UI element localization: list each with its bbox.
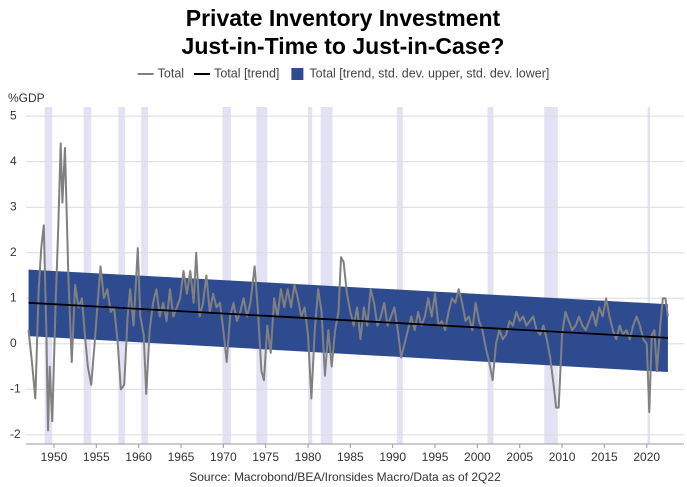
x-tick-label: 2000 bbox=[464, 450, 491, 464]
y-axis-label: %GDP bbox=[8, 91, 45, 105]
x-tick-label: 1985 bbox=[337, 450, 364, 464]
x-tick-label: 1970 bbox=[210, 450, 237, 464]
x-tick-label: 1965 bbox=[168, 450, 195, 464]
source-note: Source: Macrobond/BEA/Ironsides Macro/Da… bbox=[189, 470, 501, 484]
chart-title: Private Inventory Investment bbox=[186, 5, 501, 31]
series-line bbox=[28, 301, 668, 339]
series-line bbox=[27, 142, 669, 432]
recession-band bbox=[141, 107, 148, 444]
legend-label: Total bbox=[158, 66, 184, 80]
recession-band bbox=[256, 107, 268, 444]
legend-label: Total [trend] bbox=[214, 66, 279, 80]
recession-band bbox=[308, 107, 313, 444]
x-tick-label: 1990 bbox=[379, 450, 406, 464]
x-tick-label: 2020 bbox=[633, 450, 660, 464]
legend-label: Total [trend, std. dev. upper, std. dev.… bbox=[309, 66, 549, 80]
y-tick-label: 1 bbox=[10, 290, 17, 304]
x-tick-label: 1980 bbox=[295, 450, 322, 464]
y-tick-label: -2 bbox=[10, 427, 21, 441]
y-tick-label: 0 bbox=[10, 336, 17, 350]
y-tick-label: 3 bbox=[10, 199, 17, 213]
legend: Total Total [trend] Total [trend, std. dev… bbox=[137, 66, 549, 80]
y-tick-label: 2 bbox=[10, 245, 17, 259]
x-tick-label: 1950 bbox=[41, 450, 68, 464]
x-tick-label: 2010 bbox=[549, 450, 576, 464]
x-tick-label: 1975 bbox=[252, 450, 279, 464]
recession-band bbox=[544, 107, 558, 444]
y-tick-label: -1 bbox=[10, 382, 21, 396]
x-tick-label: 2015 bbox=[591, 450, 618, 464]
y-tick-label: 4 bbox=[10, 154, 17, 168]
x-tick-label: 1955 bbox=[83, 450, 110, 464]
legend-swatch bbox=[291, 68, 304, 80]
recession-band bbox=[647, 107, 651, 444]
recession-band bbox=[396, 107, 403, 444]
x-tick-label: 1995 bbox=[422, 450, 449, 464]
recession-band bbox=[320, 107, 333, 444]
chart-title: Just-in-Time to Just-in-Case? bbox=[182, 33, 505, 59]
recession-band bbox=[222, 107, 231, 444]
y-tick-label: 5 bbox=[10, 108, 17, 122]
x-tick-label: 1960 bbox=[125, 450, 152, 464]
recession-band bbox=[487, 107, 494, 444]
x-tick-label: 2005 bbox=[506, 450, 533, 464]
